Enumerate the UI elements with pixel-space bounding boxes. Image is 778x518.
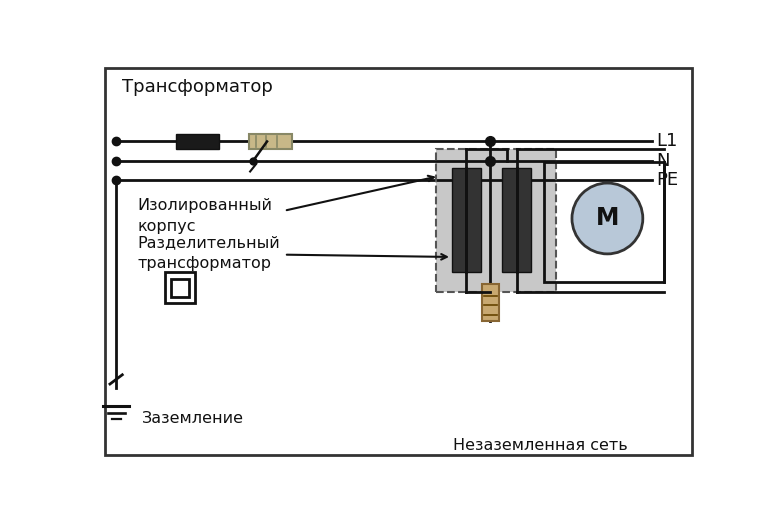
Bar xyxy=(436,149,555,292)
Text: Изолированный
корпус: Изолированный корпус xyxy=(138,198,273,234)
Bar xyxy=(171,279,189,297)
Text: Незаземленная сеть: Незаземленная сеть xyxy=(454,438,628,453)
Bar xyxy=(165,272,195,303)
Text: Заземление: Заземление xyxy=(142,411,244,426)
Bar xyxy=(249,134,292,149)
Circle shape xyxy=(572,183,643,254)
Text: M: M xyxy=(596,207,619,231)
Bar xyxy=(482,284,499,321)
Text: Разделительный
трансформатор: Разделительный трансформатор xyxy=(138,235,280,271)
Bar xyxy=(176,134,219,149)
Bar xyxy=(502,168,531,272)
Text: PE: PE xyxy=(657,171,678,189)
Bar xyxy=(436,149,555,292)
Bar xyxy=(452,168,481,272)
Text: L1: L1 xyxy=(657,133,678,150)
Text: N: N xyxy=(657,152,670,170)
Bar xyxy=(545,162,664,282)
Text: Трансформатор: Трансформатор xyxy=(122,78,273,96)
